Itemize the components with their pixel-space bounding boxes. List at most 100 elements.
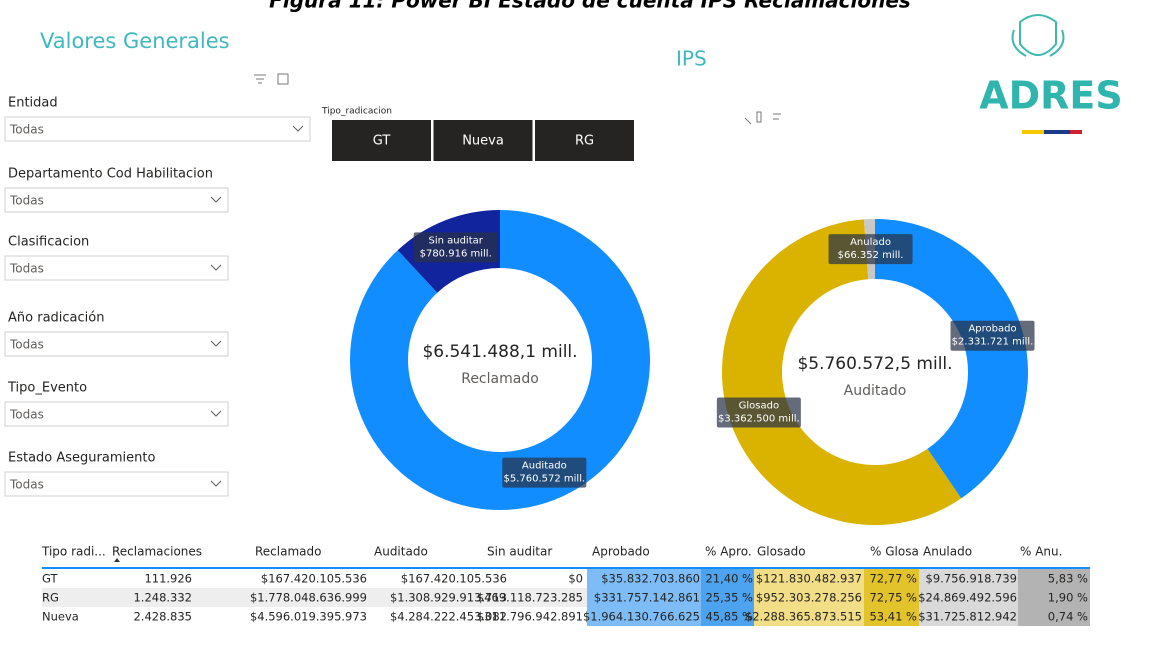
donut-slice[interactable] xyxy=(875,219,1028,499)
dropdown[interactable] xyxy=(4,255,229,281)
slice-value: $66.352 mill. xyxy=(838,250,904,261)
slice-category: Glosado xyxy=(739,400,779,411)
cell-bg xyxy=(919,607,1018,626)
table-cell: 72,75 % xyxy=(869,591,917,605)
cell-bg xyxy=(754,588,864,607)
filter-label: Estado Aseguramiento xyxy=(8,451,155,466)
slice-value: $780.916 mill. xyxy=(420,248,492,259)
dropdown[interactable] xyxy=(4,401,229,427)
slice-label-bg xyxy=(716,397,801,428)
cell-bg xyxy=(701,569,754,588)
chevron xyxy=(210,480,222,487)
cell-bg xyxy=(919,569,1018,588)
chevron xyxy=(210,196,222,203)
dropdown[interactable] xyxy=(4,471,229,497)
table-cell: $1.964.130.766.625 xyxy=(583,610,700,624)
table-cell: 111.926 xyxy=(144,572,192,586)
slice-value: $5.760.572 mill. xyxy=(503,474,585,485)
dropdown[interactable] xyxy=(4,187,229,213)
cell-bg xyxy=(1018,607,1090,626)
filter-label: Clasificacion xyxy=(8,235,89,250)
column-header: Tipo radi... xyxy=(41,545,106,559)
sort-arrow[interactable] xyxy=(114,558,120,562)
table-cell: $331.757.142.861 xyxy=(594,591,700,605)
table-cell: $2.288.365.873.515 xyxy=(745,610,862,624)
donut-toolbar[interactable] xyxy=(744,111,781,125)
cell-bg xyxy=(701,607,754,626)
donut-slice[interactable] xyxy=(722,219,962,526)
table-cell: $311.796.942.891 xyxy=(477,610,583,624)
column-header: Glosado xyxy=(757,545,806,559)
table-cell: $4.596.019.395.973 xyxy=(250,610,367,624)
column-header: Auditado xyxy=(374,545,428,559)
slice-value: $2.331.721 mill. xyxy=(952,337,1034,348)
slice-label-bg xyxy=(413,232,498,263)
dropdown-value: Todas xyxy=(9,408,44,422)
cell-bg xyxy=(864,569,919,588)
table-cell: $952.303.278.256 xyxy=(756,591,862,605)
donut-slice[interactable] xyxy=(350,210,651,510)
table-cell: 1.248.332 xyxy=(133,591,192,605)
cell-bg xyxy=(587,588,701,607)
page-title: Valores Generales xyxy=(40,29,230,53)
ips-title: IPS xyxy=(676,47,707,71)
figure-title: Figura 11: Power BI Estado de cuenta IPS… xyxy=(269,0,911,13)
slice-category: Sin auditar xyxy=(428,235,483,246)
slicer-option: GT xyxy=(373,134,391,149)
column-header: Reclamaciones xyxy=(112,545,202,559)
cell-bg xyxy=(587,569,701,588)
table-cell: $35.832.703.860 xyxy=(601,572,700,586)
row-band xyxy=(42,588,587,607)
chevron xyxy=(210,340,222,347)
table-cell: 1,90 % xyxy=(1048,591,1088,605)
chevron xyxy=(210,410,222,417)
table-cell: $121.830.482.937 xyxy=(756,572,862,586)
dropdown[interactable] xyxy=(4,116,311,142)
slicer-button[interactable] xyxy=(535,120,634,161)
slicer-option: RG xyxy=(575,134,594,149)
table-cell: $469.118.723.285 xyxy=(477,591,583,605)
filter-icon[interactable] xyxy=(254,74,266,84)
table-cell: $31.725.812.942 xyxy=(918,610,1017,624)
filter-label: Departamento Cod Habilitacion xyxy=(8,167,213,182)
column-header: Aprobado xyxy=(592,545,650,559)
focus-icon[interactable] xyxy=(277,73,289,85)
table-cell: 45,85 % xyxy=(705,610,753,624)
table-cell: GT xyxy=(42,572,59,586)
slicer-label: Tipo_radicacion xyxy=(321,107,392,117)
flag-blue xyxy=(1044,130,1070,134)
cell-bg xyxy=(754,569,864,588)
column-header: Anulado xyxy=(923,545,972,559)
table-cell: 5,83 % xyxy=(1048,572,1088,586)
dropdown-value: Todas xyxy=(9,338,44,352)
cell-bg xyxy=(864,588,919,607)
table-cell: 72,77 % xyxy=(869,572,917,586)
table-cell: 53,41 % xyxy=(869,610,917,624)
slice-value: $3.362.500 mill. xyxy=(718,413,800,424)
filter-label: Tipo_Evento xyxy=(7,381,87,396)
logo: ADRES xyxy=(979,14,1123,134)
filter-label: Entidad xyxy=(8,96,58,111)
dropdown-value: Todas xyxy=(9,123,44,137)
dropdown-value: Todas xyxy=(9,478,44,492)
slicer-button[interactable] xyxy=(332,120,431,161)
chevron xyxy=(210,264,222,271)
cell-bg xyxy=(754,607,864,626)
table-cell: Nueva xyxy=(42,610,79,624)
slicer-option: Nueva xyxy=(462,134,504,149)
slice-label-bg xyxy=(828,234,913,265)
slicer-button[interactable] xyxy=(433,120,533,161)
table-cell: 21,40 % xyxy=(705,572,753,586)
table-cell: $1.308.929.913.713 xyxy=(390,591,507,605)
slice-label-bg xyxy=(502,457,587,488)
table-cell: $4.284.222.453.082 xyxy=(390,610,507,624)
column-header: Sin auditar xyxy=(487,545,552,559)
emblem xyxy=(1019,14,1057,56)
filter-label: Año radicación xyxy=(8,311,104,326)
table-cell: $9.756.918.739 xyxy=(926,572,1017,586)
cell-bg xyxy=(587,607,701,626)
dropdown[interactable] xyxy=(4,331,229,357)
cell-bg xyxy=(1018,569,1090,588)
table-cell: RG xyxy=(42,591,59,605)
